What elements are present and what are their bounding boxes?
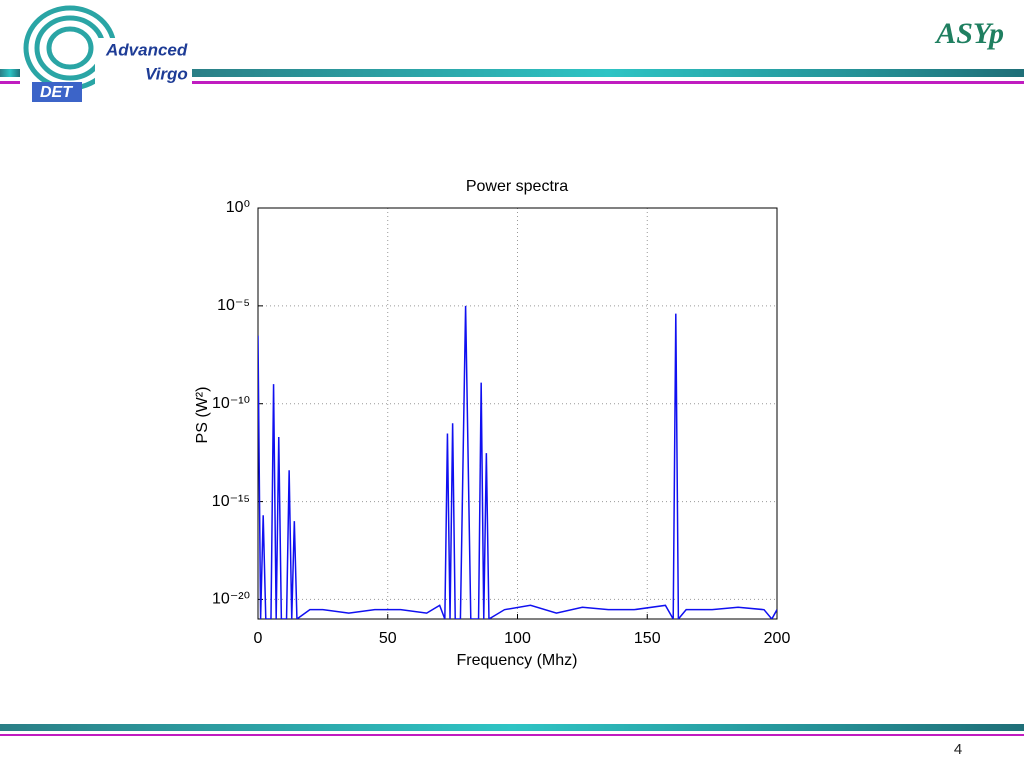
header-line xyxy=(0,81,20,84)
x-tick-label: 50 xyxy=(379,630,397,647)
chart: Power spectra Frequency (Mhz) PS (W²) 0 5… xyxy=(194,178,790,669)
x-tick-label: 100 xyxy=(504,630,531,647)
y-tick-label: 10⁻¹⁵ xyxy=(212,493,250,510)
spectrum-line xyxy=(258,305,777,619)
logo: Advanced Virgo DET xyxy=(23,5,191,102)
y-tick-label: 10⁻¹⁰ xyxy=(212,395,250,412)
y-tick-label: 10⁰ xyxy=(226,199,250,216)
plot-frame xyxy=(257,207,778,620)
logo-badge: DET xyxy=(40,84,73,101)
chart-title: Power spectra xyxy=(466,178,568,195)
y-axis-label: PS (W²) xyxy=(194,387,211,444)
page-number: 4 xyxy=(954,741,962,758)
y-tick-label: 10⁻⁵ xyxy=(217,297,250,314)
slide-title: ASYp xyxy=(934,17,1004,50)
y-tick-label: 10⁻²⁰ xyxy=(212,591,250,608)
header-line xyxy=(192,81,1024,84)
header-bar xyxy=(0,69,20,77)
header-bar xyxy=(192,69,1024,77)
x-axis-label: Frequency (Mhz) xyxy=(457,652,578,669)
logo-text: Advanced xyxy=(105,40,188,59)
footer-line xyxy=(0,734,1024,736)
x-tick-label: 200 xyxy=(764,630,791,647)
logo-text: Virgo xyxy=(145,64,188,83)
x-tick-label: 150 xyxy=(634,630,661,647)
footer-bar xyxy=(0,724,1024,731)
x-tick-label: 0 xyxy=(254,630,263,647)
